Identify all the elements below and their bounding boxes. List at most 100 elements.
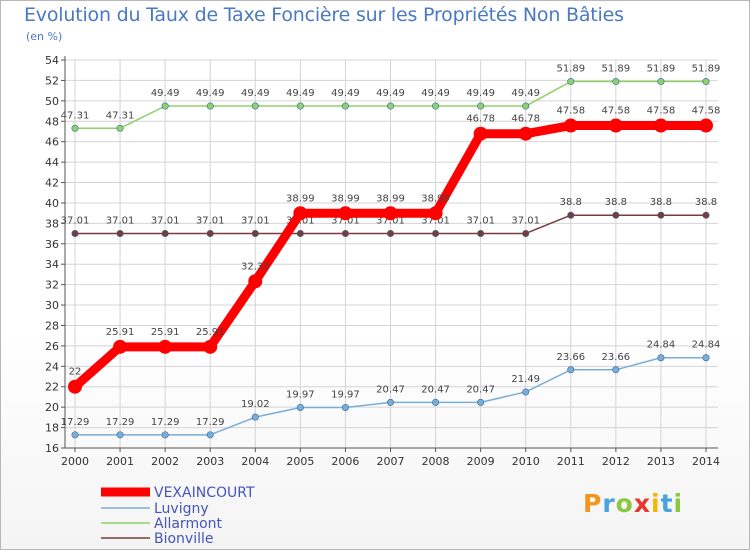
- data-label: 46.78: [466, 114, 495, 125]
- data-label: 38.8: [695, 197, 717, 208]
- y-tick-label: 46: [45, 136, 59, 149]
- y-tick-label: 50: [45, 95, 59, 108]
- data-label: 47.31: [61, 110, 90, 121]
- data-point: [612, 211, 620, 219]
- x-tick-label: 2007: [377, 455, 405, 468]
- data-label: 17.29: [61, 417, 90, 428]
- data-label: 49.49: [196, 88, 225, 99]
- data-label: 37.01: [331, 215, 360, 226]
- data-point: [341, 403, 349, 411]
- y-tick-label: 42: [45, 177, 59, 190]
- data-label: 38.99: [331, 193, 360, 204]
- data-label: 38.8: [605, 197, 627, 208]
- data-label: 47.58: [692, 106, 721, 117]
- data-point: [71, 431, 79, 439]
- x-tick-label: 2004: [241, 455, 269, 468]
- data-label: 20.47: [376, 384, 405, 395]
- data-point: [296, 102, 304, 110]
- data-point: [522, 102, 530, 110]
- x-tick-label: 2014: [692, 455, 720, 468]
- x-tick-label: 2010: [512, 455, 540, 468]
- data-point: [206, 431, 214, 439]
- data-point: [612, 78, 620, 86]
- data-label: 49.49: [151, 88, 180, 99]
- data-label: 38.99: [286, 193, 315, 204]
- x-tick-label: 2009: [467, 455, 495, 468]
- data-label: 49.49: [466, 88, 495, 99]
- data-point: [158, 339, 173, 354]
- data-label: 19.02: [241, 399, 270, 410]
- y-tick-label: 22: [45, 381, 59, 394]
- data-label: 49.49: [511, 88, 540, 99]
- data-point: [251, 229, 259, 237]
- data-label: 47.31: [106, 110, 135, 121]
- data-label: 38.99: [376, 193, 405, 204]
- data-label: 24.84: [692, 340, 721, 351]
- logo-letter: P: [583, 489, 603, 518]
- series-allarmont: 47.31 47.31 49.49 49.49 49.49 49.49 49.49 49.49…: [61, 64, 720, 132]
- data-point: [428, 206, 443, 221]
- data-label: 25.91: [106, 327, 135, 338]
- legend-label: Bionville: [154, 531, 214, 547]
- data-label: 24.84: [647, 340, 676, 351]
- y-tick-label: 28: [45, 319, 59, 332]
- data-point: [116, 229, 124, 237]
- data-label: 38.8: [650, 197, 672, 208]
- x-tick-label: 2008: [422, 455, 450, 468]
- data-point: [68, 379, 82, 394]
- data-point: [206, 102, 214, 110]
- data-label: 23.66: [556, 352, 585, 363]
- data-label: 38.8: [560, 197, 582, 208]
- data-point: [432, 398, 440, 406]
- data-label: 49.49: [286, 88, 315, 99]
- data-label: 37.01: [106, 215, 135, 226]
- data-point: [657, 354, 665, 362]
- y-unit-label: (en %): [26, 30, 63, 43]
- data-label: 22: [69, 367, 82, 378]
- data-point: [383, 206, 398, 221]
- data-label: 49.49: [241, 88, 270, 99]
- y-tick-label: 20: [45, 401, 59, 414]
- data-point: [338, 206, 353, 221]
- data-point: [341, 229, 349, 237]
- data-point: [206, 229, 214, 237]
- logo-letter: x: [633, 489, 651, 518]
- data-point: [608, 118, 623, 133]
- data-label: 47.58: [602, 106, 631, 117]
- data-label: 47.58: [647, 106, 676, 117]
- data-label: 17.29: [196, 417, 225, 428]
- series-vexaincourt: 22 25.91 25.91 25.91 32.33 38.99 38.99 38.99 38.…: [68, 106, 720, 394]
- data-label: 37.01: [196, 215, 225, 226]
- logo-letter: i: [673, 489, 684, 518]
- x-tick-label: 2003: [196, 455, 224, 468]
- y-tick-label: 30: [45, 299, 59, 312]
- data-point: [702, 354, 710, 362]
- data-label: 37.01: [151, 215, 180, 226]
- proxiti-logo: Proxiti: [583, 489, 683, 518]
- chart-title: Evolution du Taux de Taxe Foncière sur l…: [24, 4, 624, 26]
- data-point: [386, 398, 394, 406]
- x-tick-label: 2011: [557, 455, 585, 468]
- data-point: [248, 274, 263, 289]
- data-label: 23.66: [602, 352, 631, 363]
- data-label: 51.89: [556, 64, 585, 75]
- data-label: 25.91: [196, 327, 225, 338]
- data-point: [116, 431, 124, 439]
- data-point: [251, 413, 259, 421]
- data-label: 38.99: [421, 193, 450, 204]
- data-point: [522, 229, 530, 237]
- data-point: [341, 102, 349, 110]
- data-point: [657, 211, 665, 219]
- series-luvigny: 17.29 17.29 17.29 17.29 19.02 19.97 19.97 20.47…: [61, 340, 721, 439]
- data-label: 20.47: [466, 384, 495, 395]
- x-tick-label: 2005: [286, 455, 314, 468]
- y-tick-label: 36: [45, 238, 59, 251]
- data-label: 49.49: [331, 88, 360, 99]
- data-label: 49.49: [421, 88, 450, 99]
- data-point: [296, 403, 304, 411]
- data-label: 51.89: [647, 64, 676, 75]
- data-point: [518, 126, 533, 141]
- logo-letter: t: [660, 489, 674, 518]
- data-point: [567, 366, 575, 374]
